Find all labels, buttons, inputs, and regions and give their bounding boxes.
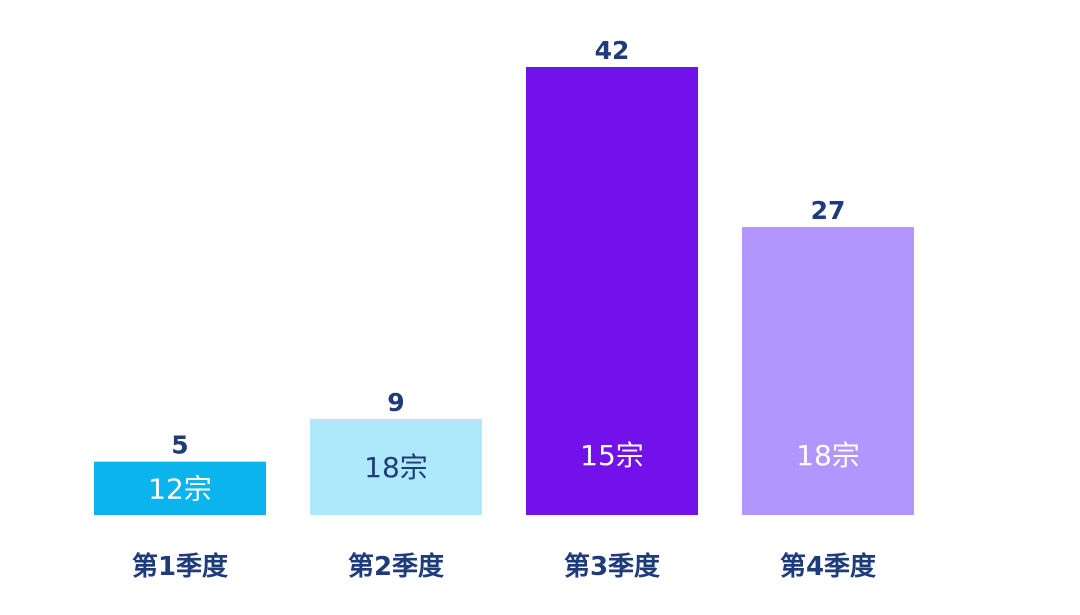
value-label-1: 5 (171, 431, 188, 460)
category-label-4: 第4季度 (780, 551, 876, 582)
bar-inner-label-3: 15宗 (580, 439, 644, 472)
bar-4 (742, 227, 914, 515)
bar-1 (94, 461, 266, 515)
value-label-3: 42 (595, 36, 630, 65)
category-label-2: 第2季度 (348, 551, 444, 582)
bar-3 (526, 67, 698, 515)
bar-inner-label-4: 18宗 (796, 439, 860, 472)
category-label-1: 第1季度 (132, 551, 228, 582)
bar-inner-label-2: 18宗 (364, 451, 428, 484)
bar-2 (310, 419, 482, 515)
value-label-2: 9 (387, 388, 404, 417)
bar-inner-label-1: 12宗 (148, 472, 212, 505)
category-label-3: 第3季度 (564, 551, 660, 582)
value-label-4: 27 (811, 196, 846, 225)
bars-layer (94, 67, 914, 515)
